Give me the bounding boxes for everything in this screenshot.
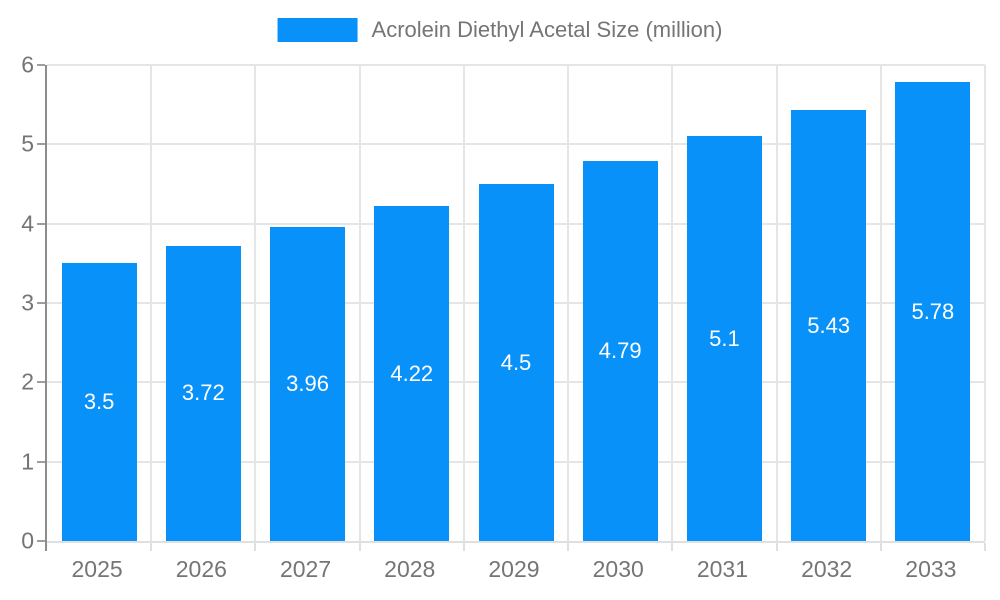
y-axis-tick xyxy=(37,540,45,542)
bar-value-label: 3.72 xyxy=(181,380,225,406)
x-axis-tick xyxy=(150,543,153,551)
bar-value-label: 4.79 xyxy=(598,338,642,363)
bar-2027: 3.96 xyxy=(270,226,346,541)
gridline-vertical xyxy=(984,65,986,541)
y-axis-tick-label: 3 xyxy=(21,289,34,316)
gridline-vertical xyxy=(671,65,674,541)
gridline-vertical xyxy=(567,65,570,541)
bar-2025: 3.5 xyxy=(61,263,137,541)
x-axis-labels: 2025 2026 2027 2028 2029 2030 2031 2032 2033 xyxy=(45,556,983,590)
gridline-vertical xyxy=(358,65,361,541)
x-axis-tick-label: 2031 xyxy=(696,556,749,582)
y-axis-tick-label: 1 xyxy=(21,448,34,475)
bar-2031: 5.1 xyxy=(686,136,762,541)
y-axis-tick-label: 4 xyxy=(21,210,34,237)
gridline-vertical xyxy=(254,65,257,541)
gridline-horizontal xyxy=(47,64,985,66)
plot-area: 3.5 3.72 3.96 4.22 4.5 4.79 5.1 5.43 5.78 xyxy=(37,64,986,551)
x-axis-tick-label: 2029 xyxy=(488,556,540,582)
bar-value-label: 5.78 xyxy=(911,298,955,324)
bar-value-label: 4.5 xyxy=(500,349,532,375)
x-axis-tick-label: 2033 xyxy=(905,556,957,582)
y-axis-tick-label: 2 xyxy=(21,368,34,395)
legend-swatch xyxy=(277,18,358,42)
bar-2032: 5.43 xyxy=(791,110,867,541)
bar-2030: 4.79 xyxy=(582,161,658,541)
x-axis-tick-label: 2028 xyxy=(384,556,436,582)
x-axis-tick xyxy=(358,543,361,551)
y-axis-tick xyxy=(37,222,45,225)
x-axis-tick-label: 2026 xyxy=(175,556,227,582)
legend-label: Acrolein Diethyl Acetal Size (million) xyxy=(371,17,723,42)
bar-value-label: 3.5 xyxy=(83,389,115,415)
y-axis-tick xyxy=(37,381,45,384)
x-axis-tick xyxy=(462,543,465,551)
x-axis-tick xyxy=(567,543,570,551)
x-axis-tick xyxy=(671,543,674,551)
x-axis-tick xyxy=(254,543,257,551)
x-axis-tick-label: 2025 xyxy=(71,556,123,582)
bar-value-label: 5.1 xyxy=(709,325,740,351)
y-axis-tick xyxy=(45,541,47,551)
y-axis-tick-label: 5 xyxy=(21,130,34,157)
bar-2026: 3.72 xyxy=(165,245,241,541)
bar-2028: 4.22 xyxy=(374,206,450,541)
x-axis-tick-label: 2030 xyxy=(592,556,644,582)
y-axis-tick xyxy=(37,143,45,146)
y-axis-tick xyxy=(37,302,45,304)
x-axis-tick xyxy=(879,543,882,551)
bar-value-label: 4.22 xyxy=(390,360,434,386)
gridline-vertical xyxy=(775,65,778,541)
x-axis-tick xyxy=(984,543,986,551)
bar-value-label: 5.43 xyxy=(807,312,851,338)
gridline-vertical xyxy=(462,65,465,541)
x-axis-tick xyxy=(775,543,778,551)
bar-value-label: 3.96 xyxy=(286,370,329,396)
x-axis-tick-label: 2027 xyxy=(279,556,332,582)
bar-2029: 4.5 xyxy=(478,184,554,541)
gridline-vertical xyxy=(879,65,882,541)
x-axis-tick-label: 2032 xyxy=(801,556,853,582)
y-axis-tick-label: 6 xyxy=(21,51,34,78)
y-axis-tick xyxy=(37,460,45,463)
y-axis-tick-label: 0 xyxy=(21,527,34,554)
y-axis-labels: 0 1 2 3 4 5 6 xyxy=(0,53,36,552)
legend: Acrolein Diethyl Acetal Size (million) xyxy=(277,17,723,43)
gridline-vertical xyxy=(150,65,153,541)
bar-2033: 5.78 xyxy=(895,82,971,541)
y-axis-tick xyxy=(37,64,45,66)
gridline-horizontal xyxy=(47,143,985,146)
